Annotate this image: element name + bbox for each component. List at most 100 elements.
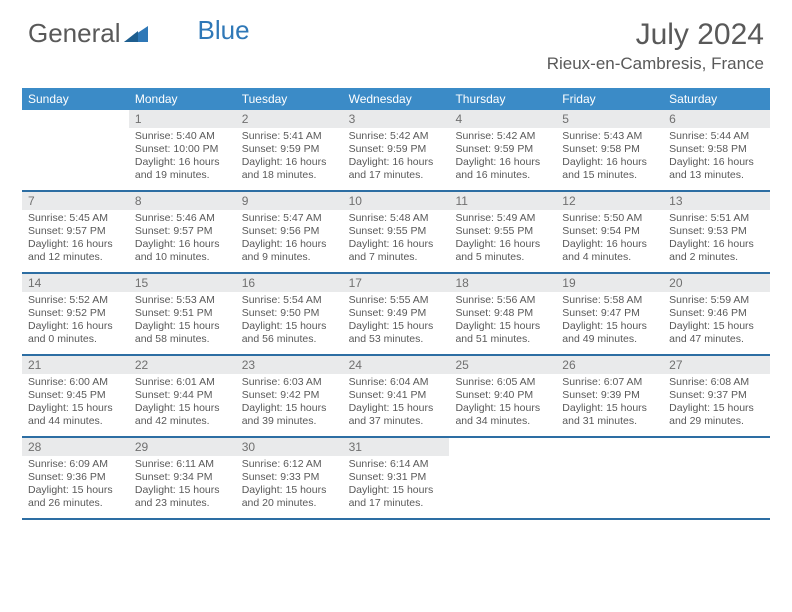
sunset-line: Sunset: 9:55 PM (449, 225, 556, 238)
day-cell: 2Sunrise: 5:41 AMSunset: 9:59 PMDaylight… (236, 110, 343, 190)
day-cell: 19Sunrise: 5:58 AMSunset: 9:47 PMDayligh… (556, 274, 663, 354)
daylight-line: Daylight: 15 hours and 31 minutes. (556, 402, 663, 428)
daylight-line: Daylight: 15 hours and 49 minutes. (556, 320, 663, 346)
day-cell: 3Sunrise: 5:42 AMSunset: 9:59 PMDaylight… (343, 110, 450, 190)
week-row: 28Sunrise: 6:09 AMSunset: 9:36 PMDayligh… (22, 438, 770, 520)
day-number: 29 (129, 438, 236, 456)
sunrise-line: Sunrise: 5:58 AM (556, 294, 663, 307)
sunset-line: Sunset: 9:56 PM (236, 225, 343, 238)
daylight-line: Daylight: 15 hours and 42 minutes. (129, 402, 236, 428)
day-number: 21 (22, 356, 129, 374)
sunrise-line: Sunrise: 5:59 AM (663, 294, 770, 307)
day-cell: 5Sunrise: 5:43 AMSunset: 9:58 PMDaylight… (556, 110, 663, 190)
sunrise-line: Sunrise: 6:03 AM (236, 376, 343, 389)
sunset-line: Sunset: 9:31 PM (343, 471, 450, 484)
daylight-line: Daylight: 16 hours and 2 minutes. (663, 238, 770, 264)
day-cell: 17Sunrise: 5:55 AMSunset: 9:49 PMDayligh… (343, 274, 450, 354)
daylight-line: Daylight: 16 hours and 17 minutes. (343, 156, 450, 182)
location-label: Rieux-en-Cambresis, France (547, 54, 764, 74)
day-number: 11 (449, 192, 556, 210)
daylight-line: Daylight: 15 hours and 29 minutes. (663, 402, 770, 428)
daylight-line: Daylight: 15 hours and 34 minutes. (449, 402, 556, 428)
sunrise-line: Sunrise: 5:46 AM (129, 212, 236, 225)
day-number: 24 (343, 356, 450, 374)
sunrise-line: Sunrise: 6:08 AM (663, 376, 770, 389)
logo: General Blue (28, 18, 250, 49)
daylight-line: Daylight: 15 hours and 51 minutes. (449, 320, 556, 346)
daylight-line: Daylight: 16 hours and 0 minutes. (22, 320, 129, 346)
logo-text-2: Blue (198, 15, 250, 46)
daylight-line: Daylight: 16 hours and 9 minutes. (236, 238, 343, 264)
sunset-line: Sunset: 9:45 PM (22, 389, 129, 402)
sunrise-line: Sunrise: 6:12 AM (236, 458, 343, 471)
daylight-line: Daylight: 15 hours and 37 minutes. (343, 402, 450, 428)
sunset-line: Sunset: 9:33 PM (236, 471, 343, 484)
sunrise-line: Sunrise: 6:05 AM (449, 376, 556, 389)
sunrise-line: Sunrise: 5:41 AM (236, 130, 343, 143)
daylight-line: Daylight: 15 hours and 26 minutes. (22, 484, 129, 510)
day-cell: 6Sunrise: 5:44 AMSunset: 9:58 PMDaylight… (663, 110, 770, 190)
day-number: 14 (22, 274, 129, 292)
sunrise-line: Sunrise: 5:56 AM (449, 294, 556, 307)
dow-header: Tuesday (236, 88, 343, 110)
day-cell (663, 438, 770, 518)
day-number: 22 (129, 356, 236, 374)
day-cell: 25Sunrise: 6:05 AMSunset: 9:40 PMDayligh… (449, 356, 556, 436)
daylight-line: Daylight: 15 hours and 44 minutes. (22, 402, 129, 428)
sunrise-line: Sunrise: 5:54 AM (236, 294, 343, 307)
daylight-line: Daylight: 16 hours and 10 minutes. (129, 238, 236, 264)
day-number: 27 (663, 356, 770, 374)
day-number: 1 (129, 110, 236, 128)
day-cell: 21 Sunrise: 6:00 AMSunset: 9:45 PMDayligh… (22, 356, 129, 436)
daylight-line: Daylight: 16 hours and 18 minutes. (236, 156, 343, 182)
dow-header: Friday (556, 88, 663, 110)
sunrise-line: Sunrise: 6:00 AM (22, 376, 129, 389)
sunset-line: Sunset: 9:57 PM (129, 225, 236, 238)
day-cell: 12Sunrise: 5:50 AMSunset: 9:54 PMDayligh… (556, 192, 663, 272)
daylight-line: Daylight: 16 hours and 12 minutes. (22, 238, 129, 264)
day-number: 31 (343, 438, 450, 456)
day-number: 16 (236, 274, 343, 292)
daylight-line: Daylight: 16 hours and 16 minutes. (449, 156, 556, 182)
weeks-container: 1Sunrise: 5:40 AMSunset: 10:00 PMDayligh… (22, 110, 770, 520)
day-number: 23 (236, 356, 343, 374)
sunrise-line: Sunrise: 5:44 AM (663, 130, 770, 143)
daylight-line: Daylight: 16 hours and 4 minutes. (556, 238, 663, 264)
daylight-line: Daylight: 15 hours and 56 minutes. (236, 320, 343, 346)
sunset-line: Sunset: 9:49 PM (343, 307, 450, 320)
sunset-line: Sunset: 10:00 PM (129, 143, 236, 156)
day-cell: 24 Sunrise: 6:04 AMSunset: 9:41 PMDayligh… (343, 356, 450, 436)
day-cell: 15Sunrise: 5:53 AMSunset: 9:51 PMDayligh… (129, 274, 236, 354)
day-number: 3 (343, 110, 450, 128)
sunset-line: Sunset: 9:59 PM (449, 143, 556, 156)
sunrise-line: Sunrise: 6:04 AM (343, 376, 450, 389)
sunset-line: Sunset: 9:58 PM (556, 143, 663, 156)
dow-header: Wednesday (343, 88, 450, 110)
day-cell: 16Sunrise: 5:54 AMSunset: 9:50 PMDayligh… (236, 274, 343, 354)
daylight-line: Daylight: 15 hours and 58 minutes. (129, 320, 236, 346)
day-number: 2 (236, 110, 343, 128)
sunset-line: Sunset: 9:46 PM (663, 307, 770, 320)
dow-header-row: Sunday Monday Tuesday Wednesday Thursday… (22, 88, 770, 110)
day-number: 7 (22, 192, 129, 210)
sunset-line: Sunset: 9:52 PM (22, 307, 129, 320)
day-cell: 27Sunrise: 6:08 AMSunset: 9:37 PMDayligh… (663, 356, 770, 436)
sunrise-line: Sunrise: 5:49 AM (449, 212, 556, 225)
day-cell: 1Sunrise: 5:40 AMSunset: 10:00 PMDayligh… (129, 110, 236, 190)
sunrise-line: Sunrise: 5:51 AM (663, 212, 770, 225)
day-number: 12 (556, 192, 663, 210)
daylight-line: Daylight: 15 hours and 39 minutes. (236, 402, 343, 428)
sunrise-line: Sunrise: 5:48 AM (343, 212, 450, 225)
sunrise-line: Sunrise: 5:40 AM (129, 130, 236, 143)
day-number: 20 (663, 274, 770, 292)
day-cell: 8Sunrise: 5:46 AMSunset: 9:57 PMDaylight… (129, 192, 236, 272)
day-number: 15 (129, 274, 236, 292)
daylight-line: Daylight: 16 hours and 5 minutes. (449, 238, 556, 264)
sunset-line: Sunset: 9:41 PM (343, 389, 450, 402)
week-row: 7Sunrise: 5:45 AMSunset: 9:57 PMDaylight… (22, 192, 770, 274)
title-block: July 2024 Rieux-en-Cambresis, France (547, 18, 764, 74)
daylight-line: Daylight: 16 hours and 13 minutes. (663, 156, 770, 182)
day-number: 10 (343, 192, 450, 210)
daylight-line: Daylight: 16 hours and 15 minutes. (556, 156, 663, 182)
day-number: 25 (449, 356, 556, 374)
